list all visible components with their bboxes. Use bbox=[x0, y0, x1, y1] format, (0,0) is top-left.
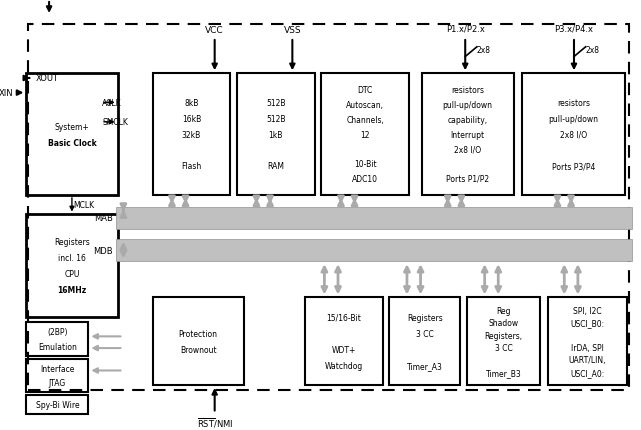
Bar bbox=[237, 74, 315, 196]
Bar bbox=[467, 298, 540, 385]
Text: Basic Clock: Basic Clock bbox=[47, 138, 96, 147]
Text: Registers,: Registers, bbox=[485, 331, 522, 340]
Text: IrDA, SPI: IrDA, SPI bbox=[571, 343, 604, 352]
Text: Registers: Registers bbox=[54, 238, 90, 247]
Text: WDT+: WDT+ bbox=[331, 345, 356, 354]
Bar bbox=[115, 207, 632, 230]
Text: DTC: DTC bbox=[358, 86, 373, 95]
Text: Shadow: Shadow bbox=[488, 318, 519, 327]
Text: pull-up/down: pull-up/down bbox=[549, 114, 599, 123]
Text: Registers: Registers bbox=[407, 313, 443, 322]
Bar bbox=[153, 74, 230, 196]
Text: 2x8: 2x8 bbox=[477, 46, 491, 55]
Text: 512B: 512B bbox=[266, 98, 286, 108]
Text: XIN: XIN bbox=[0, 89, 13, 98]
Text: 512B: 512B bbox=[266, 114, 286, 123]
Text: P1.x/P2.x: P1.x/P2.x bbox=[445, 24, 485, 33]
Text: 3 CC: 3 CC bbox=[495, 343, 512, 352]
Text: Autoscan,: Autoscan, bbox=[346, 101, 384, 110]
Text: MAB: MAB bbox=[94, 214, 113, 223]
Bar bbox=[26, 74, 117, 196]
Text: 2x8: 2x8 bbox=[586, 46, 599, 55]
Text: JTAG: JTAG bbox=[49, 378, 66, 387]
Text: P3.x/P4.x: P3.x/P4.x bbox=[554, 24, 594, 33]
Text: Channels,: Channels, bbox=[346, 116, 384, 124]
Text: Ports P1/P2: Ports P1/P2 bbox=[446, 175, 489, 184]
Text: System+: System+ bbox=[54, 122, 89, 131]
Bar bbox=[26, 322, 88, 356]
Bar bbox=[153, 298, 244, 385]
Text: MDB: MDB bbox=[93, 246, 113, 255]
Bar bbox=[26, 215, 117, 317]
Bar bbox=[548, 298, 628, 385]
Text: Emulation: Emulation bbox=[38, 342, 77, 351]
Text: 10-Bit: 10-Bit bbox=[354, 160, 376, 169]
Text: Ports P3/P4: Ports P3/P4 bbox=[552, 162, 595, 171]
Text: RAM: RAM bbox=[267, 162, 285, 171]
Text: Flash: Flash bbox=[181, 162, 201, 171]
Text: Interface: Interface bbox=[40, 364, 74, 373]
Text: 3 CC: 3 CC bbox=[416, 329, 434, 338]
Bar bbox=[28, 25, 629, 390]
Text: VCC: VCC bbox=[205, 26, 224, 35]
Bar bbox=[26, 395, 88, 415]
Text: (2BP): (2BP) bbox=[47, 327, 67, 336]
Text: XOUT: XOUT bbox=[36, 74, 59, 83]
Bar bbox=[26, 359, 88, 392]
Text: UART/LIN,: UART/LIN, bbox=[569, 356, 606, 365]
Bar bbox=[305, 298, 383, 385]
Text: Brownout: Brownout bbox=[180, 345, 217, 354]
Text: Interrupt: Interrupt bbox=[451, 130, 485, 139]
Text: ADC10: ADC10 bbox=[352, 175, 378, 184]
Text: 1kB: 1kB bbox=[269, 130, 283, 139]
Bar bbox=[422, 74, 514, 196]
Text: resistors: resistors bbox=[451, 86, 484, 95]
Text: SMCLK: SMCLK bbox=[102, 118, 128, 127]
Text: Protection: Protection bbox=[179, 329, 218, 338]
Text: USCI_A0:: USCI_A0: bbox=[570, 368, 604, 377]
Text: Timer_B3: Timer_B3 bbox=[486, 368, 522, 377]
Text: 15/16-Bit: 15/16-Bit bbox=[326, 313, 362, 322]
Text: capability,: capability, bbox=[447, 116, 488, 124]
Text: 2x8 I/O: 2x8 I/O bbox=[560, 130, 587, 139]
Text: incl. 16: incl. 16 bbox=[58, 254, 86, 263]
Text: 32kB: 32kB bbox=[182, 130, 201, 139]
Text: 2x8 I/O: 2x8 I/O bbox=[454, 145, 481, 154]
Text: USCI_B0:: USCI_B0: bbox=[570, 318, 604, 327]
Text: Watchdog: Watchdog bbox=[325, 361, 363, 370]
Bar bbox=[322, 74, 409, 196]
Text: $\overline{\rm RST}$/NMI: $\overline{\rm RST}$/NMI bbox=[197, 416, 233, 430]
Text: CPU: CPU bbox=[64, 270, 79, 279]
Bar bbox=[115, 240, 632, 262]
Text: VSS: VSS bbox=[283, 26, 301, 35]
Bar bbox=[522, 74, 626, 196]
Text: 16MHz: 16MHz bbox=[57, 286, 87, 295]
Text: resistors: resistors bbox=[557, 98, 590, 108]
Text: SPI, I2C: SPI, I2C bbox=[573, 306, 602, 315]
Text: ACLK: ACLK bbox=[102, 98, 122, 108]
Text: Spy-Bi Wire: Spy-Bi Wire bbox=[35, 400, 79, 409]
Text: Timer_A3: Timer_A3 bbox=[407, 361, 443, 370]
Bar bbox=[390, 298, 460, 385]
Text: pull-up/down: pull-up/down bbox=[443, 101, 493, 110]
Text: 16kB: 16kB bbox=[182, 114, 201, 123]
Text: 8kB: 8kB bbox=[184, 98, 199, 108]
Text: MCLK: MCLK bbox=[73, 201, 94, 210]
Text: 12: 12 bbox=[360, 130, 370, 139]
Text: Reg: Reg bbox=[496, 306, 511, 315]
